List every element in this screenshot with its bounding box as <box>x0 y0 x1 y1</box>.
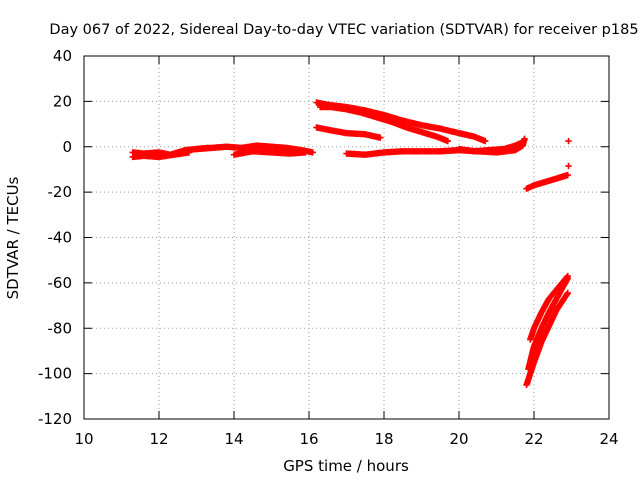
series-arc-14 <box>527 272 571 343</box>
x-axis: 10 12 14 16 18 20 22 24 <box>74 56 619 448</box>
x-axis-label: GPS time / hours <box>283 457 409 475</box>
y-tick-label: 40 <box>53 47 72 65</box>
data-point <box>565 137 572 145</box>
x-tick-label: 18 <box>374 430 393 448</box>
series-arc-12 <box>523 289 571 389</box>
y-tick-label: 0 <box>62 138 72 156</box>
series-isolated <box>565 137 572 170</box>
series-arc-9 <box>455 139 526 155</box>
chart-title: Day 067 of 2022, Sidereal Day-to-day VTE… <box>49 22 638 38</box>
series-arc-4 <box>230 148 309 158</box>
x-tick-label: 20 <box>449 430 468 448</box>
y-tick-label: -100 <box>38 365 72 383</box>
y-tick-label: -80 <box>48 319 73 337</box>
y-tick-label: -20 <box>48 183 73 201</box>
data-point <box>563 274 571 281</box>
y-tick-label: -120 <box>38 410 72 428</box>
series-arc-10 <box>519 135 528 149</box>
data-point <box>185 149 193 156</box>
y-axis-label: SDTVAR / TECUs <box>4 176 22 299</box>
data-point <box>564 289 571 297</box>
series-arc-7 <box>313 124 384 141</box>
x-tick-label: 10 <box>74 430 93 448</box>
x-tick-label: 12 <box>149 430 168 448</box>
series-arc-11 <box>523 171 571 192</box>
data-point <box>444 137 451 145</box>
data-points <box>129 99 572 389</box>
data-point <box>302 149 309 156</box>
x-tick-label: 24 <box>599 430 618 448</box>
data-point <box>377 134 384 141</box>
y-axis: -120 -100 -80 -60 -40 -20 0 20 40 <box>38 47 609 428</box>
data-point <box>519 142 526 149</box>
series-arc-2 <box>129 149 193 161</box>
data-point <box>482 137 489 145</box>
data-point <box>565 162 572 170</box>
y-tick-label: -60 <box>48 274 73 292</box>
data-point <box>564 171 571 179</box>
y-tick-label: -40 <box>48 229 73 247</box>
y-tick-label: 20 <box>53 92 72 110</box>
x-tick-label: 22 <box>524 430 543 448</box>
series-arc-13 <box>525 275 571 373</box>
x-tick-label: 16 <box>299 430 318 448</box>
series-arc-6 <box>317 103 451 145</box>
data-point <box>564 272 571 280</box>
data-point <box>309 149 316 156</box>
x-tick-label: 14 <box>224 430 243 448</box>
